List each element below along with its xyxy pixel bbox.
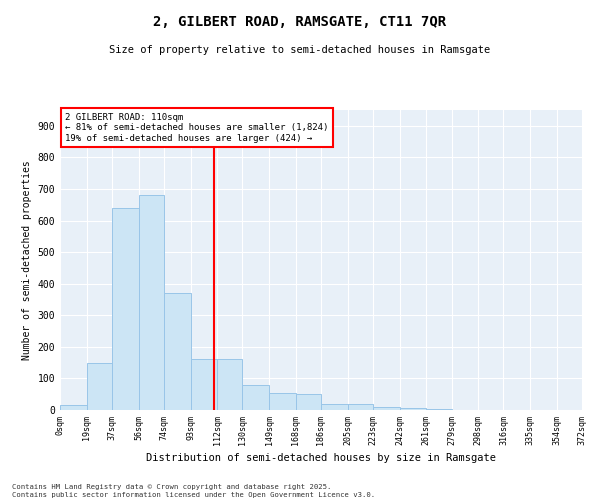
Bar <box>321 404 347 410</box>
Text: 2 GILBERT ROAD: 110sqm
← 81% of semi-detached houses are smaller (1,824)
19% of : 2 GILBERT ROAD: 110sqm ← 81% of semi-det… <box>65 113 329 143</box>
Bar <box>217 360 242 410</box>
Text: 2, GILBERT ROAD, RAMSGATE, CT11 7QR: 2, GILBERT ROAD, RAMSGATE, CT11 7QR <box>154 15 446 29</box>
Text: Contains HM Land Registry data © Crown copyright and database right 2025.
Contai: Contains HM Land Registry data © Crown c… <box>12 484 375 498</box>
Bar <box>347 404 373 410</box>
Bar <box>191 360 217 410</box>
Text: Size of property relative to semi-detached houses in Ramsgate: Size of property relative to semi-detach… <box>109 45 491 55</box>
Bar <box>296 394 321 410</box>
Bar <box>269 392 296 410</box>
Bar <box>242 384 269 410</box>
X-axis label: Distribution of semi-detached houses by size in Ramsgate: Distribution of semi-detached houses by … <box>146 453 496 463</box>
Bar <box>373 407 400 410</box>
Bar <box>139 196 164 410</box>
Bar <box>400 408 426 410</box>
Bar <box>164 293 191 410</box>
Bar <box>112 208 139 410</box>
Bar <box>60 406 86 410</box>
Bar <box>86 362 112 410</box>
Y-axis label: Number of semi-detached properties: Number of semi-detached properties <box>22 160 32 360</box>
